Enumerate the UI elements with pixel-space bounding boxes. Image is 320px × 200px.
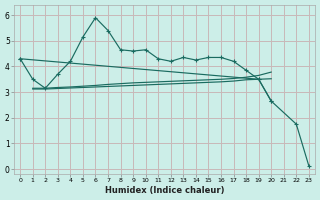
X-axis label: Humidex (Indice chaleur): Humidex (Indice chaleur) — [105, 186, 224, 195]
